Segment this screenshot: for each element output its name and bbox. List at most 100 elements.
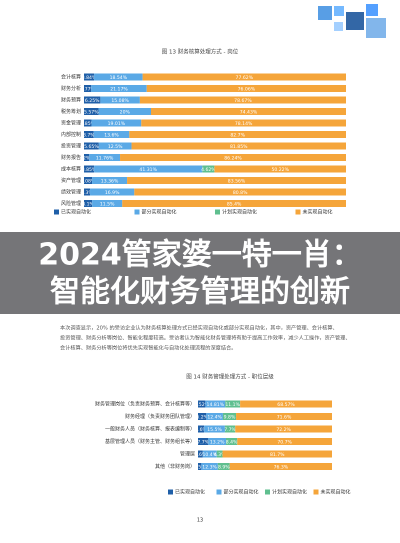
bar-segment [208,438,227,445]
bar-segment [92,200,123,207]
bar-segment [84,165,95,173]
value-label: 21.17% [110,86,128,92]
bar-segment [84,142,99,150]
bar-segment [198,400,206,408]
bar-segment [240,400,332,408]
legend-swatch [54,209,59,215]
bar-segment [84,96,101,104]
bar-segment [198,463,202,470]
value-label: 3.84% [82,75,97,81]
value-label: 81.85% [230,144,248,150]
value-label: 8.4% [226,439,238,445]
bar-segment [226,438,238,445]
value-label: 5.57% [84,109,99,115]
value-label: 78.14% [235,121,253,127]
bar-segment [224,425,236,433]
value-label: 77.62% [236,75,254,81]
bar-segment [98,142,132,150]
bar-segment [129,131,346,138]
value-label: 5.65% [84,144,99,150]
value-label: 20% [120,109,131,115]
bar-segment [84,154,90,161]
bar-segment [84,131,94,138]
value-label: 13.6% [104,132,119,138]
bar-segment [94,165,203,173]
value-label: 70.7% [277,439,292,445]
headline: 2024管家婆一特一肖： [38,238,362,273]
value-label: 3.7% [83,132,95,138]
legend-swatch [215,209,220,215]
value-label: 11.5% [100,201,115,207]
legend-label: 未实现自动化 [321,489,351,496]
bar-segment [198,425,205,433]
value-label: 7.7% [197,439,209,445]
bar-segment [201,463,218,470]
paragraph-line: 本次调查显示，20% 的受访企业认为财务核算处理方式已经实现自动化或部分实现自动… [60,324,338,332]
value-label: 12.3% [202,464,217,470]
bar-segment [120,154,346,161]
page-number: 13 [197,518,203,524]
value-label: 3.6% [195,452,207,458]
bar-segment [206,413,223,420]
value-label: 86.24% [224,155,242,161]
value-label: 71.6% [277,414,292,420]
legend-label: 已实现自动化 [175,489,205,496]
value-label: 13.2% [210,439,225,445]
value-label: 85.4% [227,201,242,207]
bar-segment [214,165,346,173]
bar-segment [202,165,215,173]
value-label: 11.1% [225,402,240,408]
bar-segment [122,200,346,207]
value-label: 83.56% [228,178,246,184]
legend-swatch [134,209,140,215]
value-label: 4.3% [214,452,226,458]
legend-label: 部分实现自动化 [142,209,177,216]
para: 本次调查显示，20% 的受访企业认为财务核算处理方式已经实现自动化或部分实现自动… [60,324,351,352]
bar-segment [98,108,151,115]
category-label: 财务报告 [61,154,81,161]
category-label: 投资管理 [61,143,81,150]
bar-segment [222,450,332,458]
bar-segment [84,85,92,92]
bar-segment [237,438,332,445]
bar-segment [127,177,346,184]
category-label: 财务管理岗位（负责财务预算、会计核算等） [95,401,195,408]
value-label: 2.5% [194,464,206,470]
category-label: 财务分析 [61,85,81,92]
bar-segment [89,154,121,161]
value-label: 11.76% [96,155,114,161]
chart2: 财务管理岗位（负责财务预算、会计核算等） 5.52%14.81% 11.1% 68.5… [95,400,351,496]
bar-segment [92,177,128,184]
value-label: 4.62% [201,167,216,173]
bar-segment [84,73,95,81]
value-label: 3.08% [81,178,96,184]
legend-label: 未实现自动化 [303,209,333,216]
legend-label: 已实现自动化 [61,209,91,216]
chart1-title: 图 13 财务核算处理方式 - 岗位 [162,48,239,56]
legend-label: 计划实现自动化 [272,489,307,496]
value-label: 13.36% [101,178,119,184]
bar-segment [225,400,241,408]
bar-segment [146,85,346,92]
category-label: 税务筹划 [61,108,81,115]
category-label: 资金管理 [61,120,81,127]
paragraph-line: 投资管理、财务分析等岗位、智能化程度较高。受访者认为智能化财务管理将有助于提高工… [60,334,351,342]
value-label: 81.7% [270,452,285,458]
value-label: 2.77% [80,86,95,92]
category-label: 资产管理 [61,177,81,184]
category-label: 财务预算 [61,97,81,104]
value-label: 3.1% [82,201,94,207]
value-label: 6.2% [196,414,208,420]
legend-swatch [265,489,270,495]
bar-segment [84,108,99,115]
headline: 智能化财务管理的创新 [50,275,350,310]
bar-segment [205,400,226,408]
value-label: 80.8% [233,190,248,196]
bar-segment [216,450,223,458]
value-label: 8.9% [218,464,230,470]
value-label: 15.08% [111,98,129,104]
bar-segment [198,413,207,420]
category-label: 会计核算 [61,74,81,81]
category-label: 其他（非财务岗） [155,463,195,470]
